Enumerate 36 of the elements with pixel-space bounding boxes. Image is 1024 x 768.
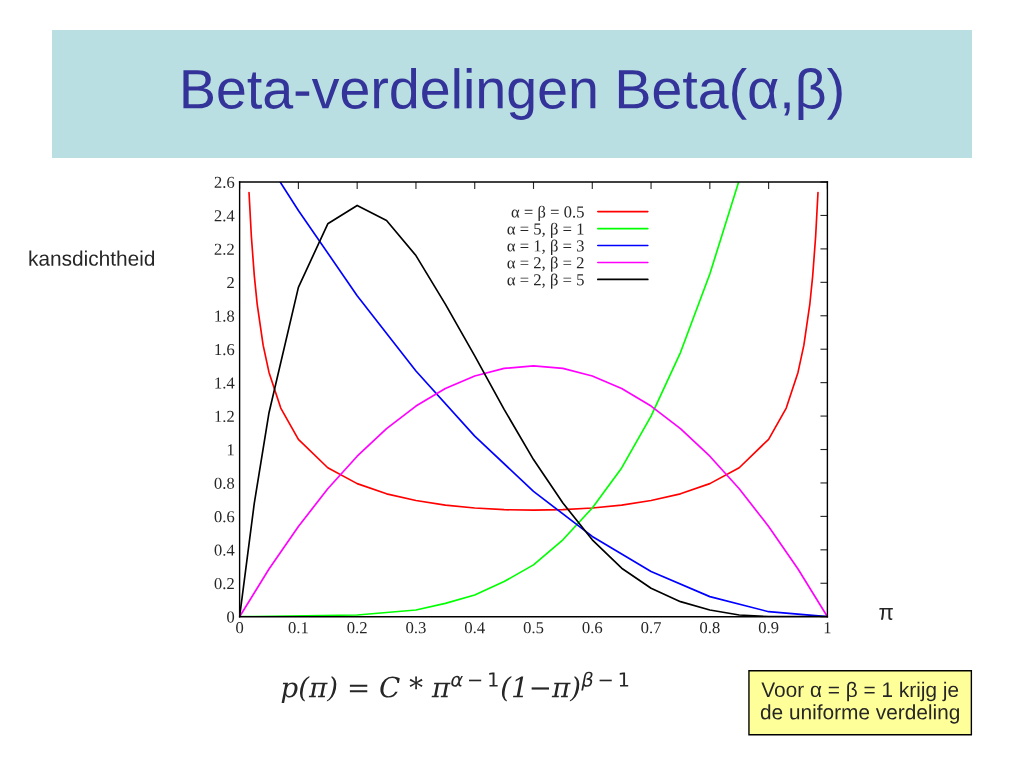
legend-label: α = 2, β = 2 — [507, 256, 584, 272]
x-tick-label: 0.3 — [406, 622, 426, 634]
y-tick-label: 0.8 — [214, 477, 235, 489]
y-tick-label: 1.8 — [215, 310, 235, 322]
x-tick-label: 0.8 — [700, 622, 720, 634]
x-tick-label: 0.2 — [347, 622, 367, 634]
legend-label: α = β = 0.5 — [511, 205, 584, 221]
x-tick-label: 0.1 — [288, 622, 308, 634]
text: Voor α = β = 1 krijg je de uniforme verdeling — [760, 681, 959, 724]
y-tick-label: 2.2 — [214, 243, 234, 255]
x-tick-label: 0.6 — [582, 622, 603, 634]
y-tick-label: 1.2 — [215, 410, 234, 423]
legend-label: α = 1, β = 3 — [507, 239, 584, 255]
y-tick-label: 1 — [227, 444, 234, 456]
chart-title: Beta-verdelingen Beta(α,β) — [183, 68, 842, 120]
y-tick-label: 2.4 — [214, 210, 235, 222]
x-tick-label: 0.7 — [641, 622, 661, 634]
legend-label: α = 2, β = 5 — [507, 273, 584, 289]
y-tick-label: 0.2 — [214, 577, 234, 590]
x-tick-label: 0.9 — [758, 622, 779, 634]
x-tick-label: 0.4 — [464, 622, 485, 634]
x-tick-label: 0 — [236, 622, 244, 634]
line-series — [248, 191, 819, 512]
y-tick-label: 2 — [227, 277, 234, 289]
y-tick-label: 2.6 — [214, 176, 235, 189]
y-axis-title: kansdichtheid — [29, 250, 155, 266]
x-tick-label: 0.5 — [523, 622, 544, 634]
x-tick-label: 1 — [824, 622, 831, 634]
y-tick-label: 1.4 — [215, 377, 235, 389]
y-tick-label: 1.6 — [215, 343, 235, 356]
text: p(π) = C * π$^{α−1}$(1−π)$^{β−1}$ — [281, 671, 629, 703]
legend-label: α = 5, β = 1 — [507, 222, 584, 238]
x-axis-title: π — [879, 608, 893, 620]
y-tick-label: 0 — [227, 611, 235, 623]
y-tick-label: 0.6 — [214, 511, 235, 523]
y-tick-label: 0.4 — [214, 544, 235, 556]
